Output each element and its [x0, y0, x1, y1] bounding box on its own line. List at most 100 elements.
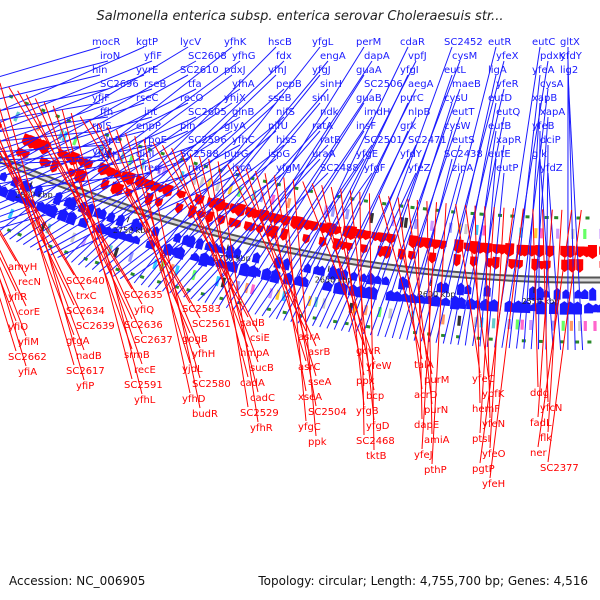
reverse-gene-label[interactable]: SC2617	[66, 366, 105, 377]
reverse-gene-label[interactable]: SC2639	[76, 321, 115, 332]
forward-gene-label[interactable]: yfhJ	[268, 65, 287, 76]
forward-gene-label[interactable]: perM	[356, 37, 381, 48]
reverse-gene-label[interactable]: yfgC	[298, 422, 321, 433]
forward-gene-label[interactable]: ispG	[268, 149, 290, 160]
forward-gene-label[interactable]: yhjX	[224, 93, 246, 104]
forward-gene-label[interactable]: yfjF	[92, 93, 110, 104]
forward-gene-label[interactable]: enpP	[136, 121, 161, 132]
forward-gene-label[interactable]: eutE	[488, 149, 511, 160]
reverse-gene-label[interactable]: talA	[414, 360, 434, 371]
reverse-gene-label[interactable]: yfeJ	[414, 450, 433, 461]
reverse-gene-label[interactable]: budR	[192, 409, 218, 420]
reverse-gene-label[interactable]: SC2634	[66, 306, 105, 317]
forward-gene-label[interactable]: aegA	[408, 79, 434, 90]
forward-gene-label[interactable]: yfeX	[496, 51, 519, 62]
forward-gene-label[interactable]: lig2	[560, 65, 578, 76]
forward-gene-label[interactable]: cdaR	[400, 37, 425, 48]
forward-gene-label[interactable]: iroN	[100, 51, 120, 62]
reverse-gene-label[interactable]: amiA	[424, 435, 450, 446]
forward-gene-label[interactable]: pepB	[276, 79, 302, 90]
reverse-gene-label[interactable]: yfiP	[76, 381, 94, 392]
forward-gene-label[interactable]: recO	[180, 93, 204, 104]
forward-gene-label[interactable]: req	[144, 163, 160, 174]
reverse-gene-label[interactable]: ner	[530, 448, 547, 459]
forward-gene-label[interactable]: xapB	[532, 93, 557, 104]
forward-gene-label[interactable]: xapA	[540, 107, 565, 118]
forward-gene-label[interactable]: purG	[224, 149, 249, 160]
forward-gene-label[interactable]: yfhK	[224, 37, 247, 48]
forward-gene-label[interactable]: ligA	[488, 65, 507, 76]
reverse-gene-label[interactable]: dapE	[414, 420, 439, 431]
forward-gene-label[interactable]: eutD	[488, 93, 512, 104]
reverse-gene-label[interactable]: yfcN	[540, 403, 562, 414]
reverse-gene-label[interactable]: asrA	[298, 332, 320, 343]
forward-gene-label[interactable]: guaB	[356, 93, 382, 104]
forward-gene-label[interactable]: rseC	[136, 93, 158, 104]
reverse-gene-label[interactable]: yfgD	[366, 421, 390, 432]
reverse-gene-label[interactable]: gcvR	[356, 346, 381, 357]
reverse-gene-label[interactable]: gogB	[182, 334, 208, 345]
forward-gene-label[interactable]: glk	[532, 149, 547, 160]
forward-gene-label[interactable]: zipA	[452, 163, 473, 174]
reverse-gene-label[interactable]: trxC	[76, 291, 97, 302]
reverse-gene-label[interactable]: SC2580	[192, 379, 231, 390]
forward-gene-label[interactable]: yfgF	[364, 163, 386, 174]
forward-gene-label[interactable]: engA	[320, 51, 346, 62]
reverse-gene-label[interactable]: sseA	[308, 377, 332, 388]
forward-gene-label[interactable]: kgtP	[136, 37, 158, 48]
forward-gene-label[interactable]: tfa	[188, 79, 202, 90]
forward-gene-label[interactable]: yfjG	[92, 147, 112, 158]
reverse-gene-label[interactable]: ppk	[308, 437, 327, 448]
forward-gene-label[interactable]: eutR	[488, 37, 511, 48]
reverse-gene-label[interactable]: SC2583	[182, 304, 221, 315]
reverse-gene-label[interactable]: yfeW	[366, 361, 392, 372]
reverse-gene-label[interactable]: SC2637	[134, 335, 173, 346]
forward-gene-label[interactable]: hin	[92, 65, 107, 76]
forward-gene-label[interactable]: eutP	[496, 163, 518, 174]
forward-gene-label[interactable]: lycV	[180, 37, 201, 48]
forward-gene-label[interactable]: SC2501	[364, 135, 403, 146]
forward-gene-label[interactable]: yfgJ	[312, 65, 331, 76]
forward-gene-label[interactable]: glyA	[224, 121, 246, 132]
forward-gene-label[interactable]: ratB	[320, 135, 341, 146]
forward-gene-label[interactable]: insF	[356, 121, 376, 132]
reverse-gene-label[interactable]: SC2504	[308, 407, 347, 418]
forward-gene-label[interactable]: cysU	[444, 93, 468, 104]
forward-gene-label[interactable]: yfgI	[400, 65, 419, 76]
forward-gene-label[interactable]: int	[144, 107, 157, 118]
reverse-gene-label[interactable]: bcp	[366, 391, 384, 402]
reverse-gene-label[interactable]: tktB	[366, 451, 387, 462]
reverse-gene-label[interactable]: yfhD	[182, 394, 206, 405]
forward-gene-label[interactable]: yfdY	[400, 149, 423, 160]
forward-gene-label[interactable]: eutB	[488, 121, 511, 132]
reverse-gene-label[interactable]: csiE	[250, 333, 270, 344]
reverse-gene-label[interactable]: SC2591	[124, 380, 163, 391]
reverse-gene-label[interactable]: yfhR	[250, 423, 273, 434]
reverse-gene-label[interactable]: yfeH	[482, 479, 505, 490]
reverse-gene-label[interactable]: xseA	[298, 392, 322, 403]
forward-gene-label[interactable]: dciP	[540, 135, 561, 146]
reverse-gene-label[interactable]: yjdL	[182, 364, 203, 375]
forward-gene-label[interactable]: eutQ	[496, 107, 520, 118]
reverse-gene-label[interactable]: recE	[134, 365, 156, 376]
forward-gene-label[interactable]: cysM	[452, 51, 477, 62]
reverse-gene-label[interactable]: yfgB	[356, 406, 379, 417]
forward-gene-label[interactable]: guaA	[356, 65, 382, 76]
forward-gene-label[interactable]: yfeA	[532, 65, 555, 76]
forward-gene-label[interactable]: yfeR	[496, 79, 519, 90]
forward-gene-label[interactable]: pdxK	[540, 51, 566, 62]
reverse-gene-label[interactable]: yfiA	[18, 367, 37, 378]
forward-gene-label[interactable]: yfdY	[560, 51, 583, 62]
reverse-gene-label[interactable]: amyH	[8, 262, 37, 273]
reverse-gene-label[interactable]: asrB	[308, 347, 330, 358]
forward-gene-label[interactable]: eutS	[452, 135, 475, 146]
forward-gene-label[interactable]: vpfJ	[408, 51, 427, 62]
reverse-gene-label[interactable]: SC2561	[192, 319, 231, 330]
forward-gene-label[interactable]: gltX	[560, 37, 580, 48]
forward-gene-label[interactable]: eutT	[452, 107, 475, 118]
forward-gene-label[interactable]: SC2605	[188, 107, 227, 118]
reverse-gene-label[interactable]: flk	[540, 433, 552, 444]
forward-gene-label[interactable]: rplS	[92, 121, 112, 132]
reverse-gene-label[interactable]: yfeO	[482, 449, 506, 460]
forward-gene-label[interactable]: SC2438	[444, 149, 483, 160]
